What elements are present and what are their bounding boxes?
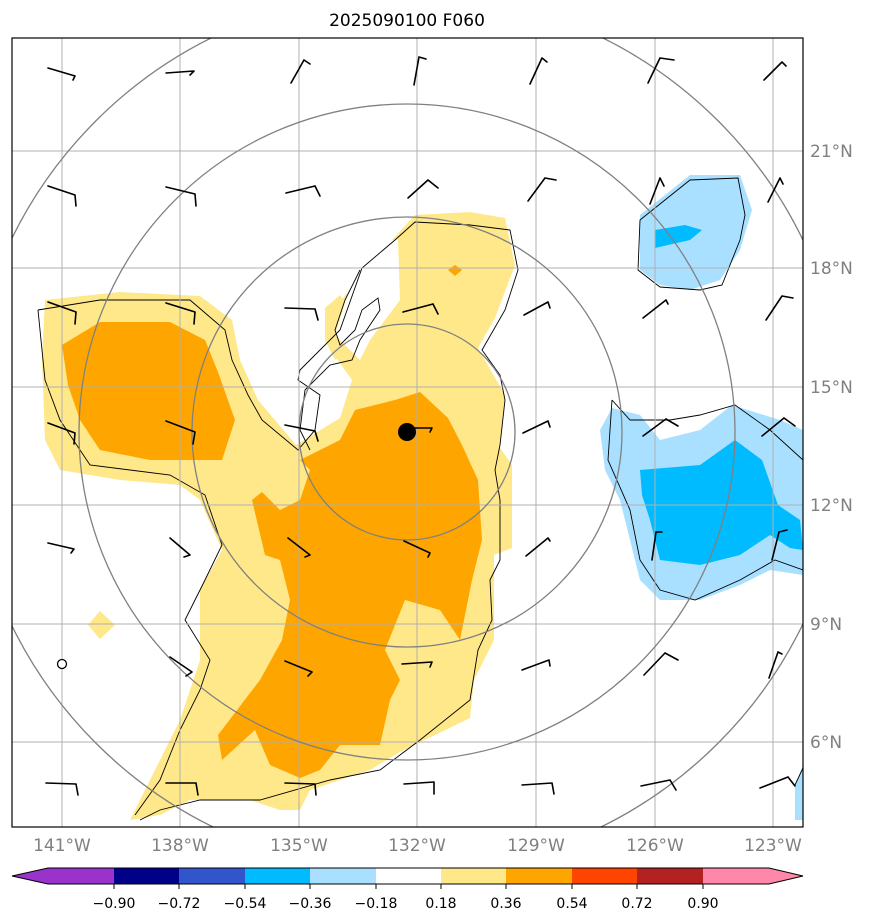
colorbar-segment [179,868,245,884]
lon-label: 141°W [33,836,91,856]
wind-barb [643,652,679,676]
wind-barb [767,177,784,203]
wind-barb [521,659,551,671]
colorbar-segment [48,868,114,884]
wind-barb [523,301,551,316]
lat-label: 12°N [810,496,853,516]
colorbar-label: −0.36 [289,896,332,912]
wind-barb [165,186,197,207]
wind-barb [403,540,431,558]
range-rings [12,38,803,827]
colorbar-segment [310,868,376,884]
colorbar-label: 0.36 [490,896,521,912]
colorbar-label: 0.72 [621,896,652,912]
wind-barb [47,185,77,207]
wind-barb [47,422,76,445]
wind-barb [640,779,677,791]
figure-title: 2025090100 F060 [329,11,485,31]
wind-barb [284,307,319,321]
colorbar-outline [11,867,804,885]
wind-barb [165,302,196,325]
wind-barb [765,295,794,321]
lat-label: 18°N [810,259,853,279]
wind-barb [761,417,796,437]
wind-barb [651,531,663,561]
wind-barb [647,57,675,84]
colorbar-label: −0.90 [93,896,136,912]
colorbar-segment [572,868,637,884]
wind-barb [287,537,311,558]
wind-barb [169,537,191,558]
colorbar-segment [637,868,703,884]
wind-barb [403,781,435,795]
wind-barb [401,661,433,668]
wind-barb [169,656,193,677]
wind-barb [649,177,665,205]
wind-barb [763,61,787,81]
wind-barb [413,56,427,86]
wind-barb [165,420,196,445]
colorbar-segment [703,868,769,884]
wind-barb [525,537,551,557]
map-frame [11,37,804,828]
colorbar-segment [245,868,310,884]
wind-barbs [45,56,796,796]
wind-barb [47,67,76,81]
wind-barb [642,418,679,437]
wind-barb [759,776,796,789]
lon-label: 123°W [744,836,802,856]
wind-barb [284,424,319,442]
colorbar-label: 0.54 [556,896,587,912]
colorbar-segment [441,868,506,884]
lon-label: 129°W [507,836,565,856]
wind-barb [771,529,788,561]
storm-center-marker [398,423,416,441]
colorbar-segment [376,868,441,884]
colorbar-label: −0.72 [158,896,201,912]
wind-barb [642,299,669,319]
wind-barb [529,57,548,85]
colorbar-label: 0.18 [425,896,456,912]
wind-barb [45,782,79,796]
wind-barb [47,301,77,325]
map-area [12,38,803,827]
wind-barb [768,651,783,679]
lat-label: 15°N [810,378,853,398]
colorbar: −0.90 −0.72 −0.54 −0.36 −0.18 0.18 0.36 … [11,867,804,912]
latitude-labels: 21°N 18°N 15°N 12°N 9°N 6°N [810,142,853,753]
lon-label: 132°W [388,836,446,856]
range-ring-1 [298,323,516,541]
wind-barb [165,782,199,796]
colorbar-extend-high [769,868,803,884]
colorbar-label: 0.90 [687,896,718,912]
colorbar-segment [114,868,179,884]
wind-barb [285,185,321,197]
colorbar-label: −0.54 [224,896,267,912]
lat-label: 9°N [810,615,842,635]
wind-barb [521,782,555,795]
wind-barb [402,303,439,315]
wind-barb [527,177,557,202]
lat-label: 6°N [810,733,842,753]
lat-label: 21°N [810,142,853,162]
wind-barb [290,59,311,84]
wind-barb [165,70,195,76]
colorbar-segment [506,868,572,884]
lon-label: 135°W [270,836,328,856]
wind-barb [47,542,75,554]
wind-barb [522,420,551,434]
lon-label: 126°W [626,836,684,856]
lon-label: 138°W [151,836,209,856]
colorbar-ticks [113,884,704,889]
wind-barb [284,782,317,796]
range-ring-3 [78,103,736,761]
longitude-labels: 141°W 138°W 135°W 132°W 129°W 126°W 123°… [33,836,802,856]
colorbar-extend-low [12,868,48,884]
wind-barb [284,660,313,677]
wind-barb [407,179,439,199]
open-circle-marker [56,658,68,670]
range-ring-2 [191,216,623,648]
colorbar-label: −0.18 [355,896,398,912]
